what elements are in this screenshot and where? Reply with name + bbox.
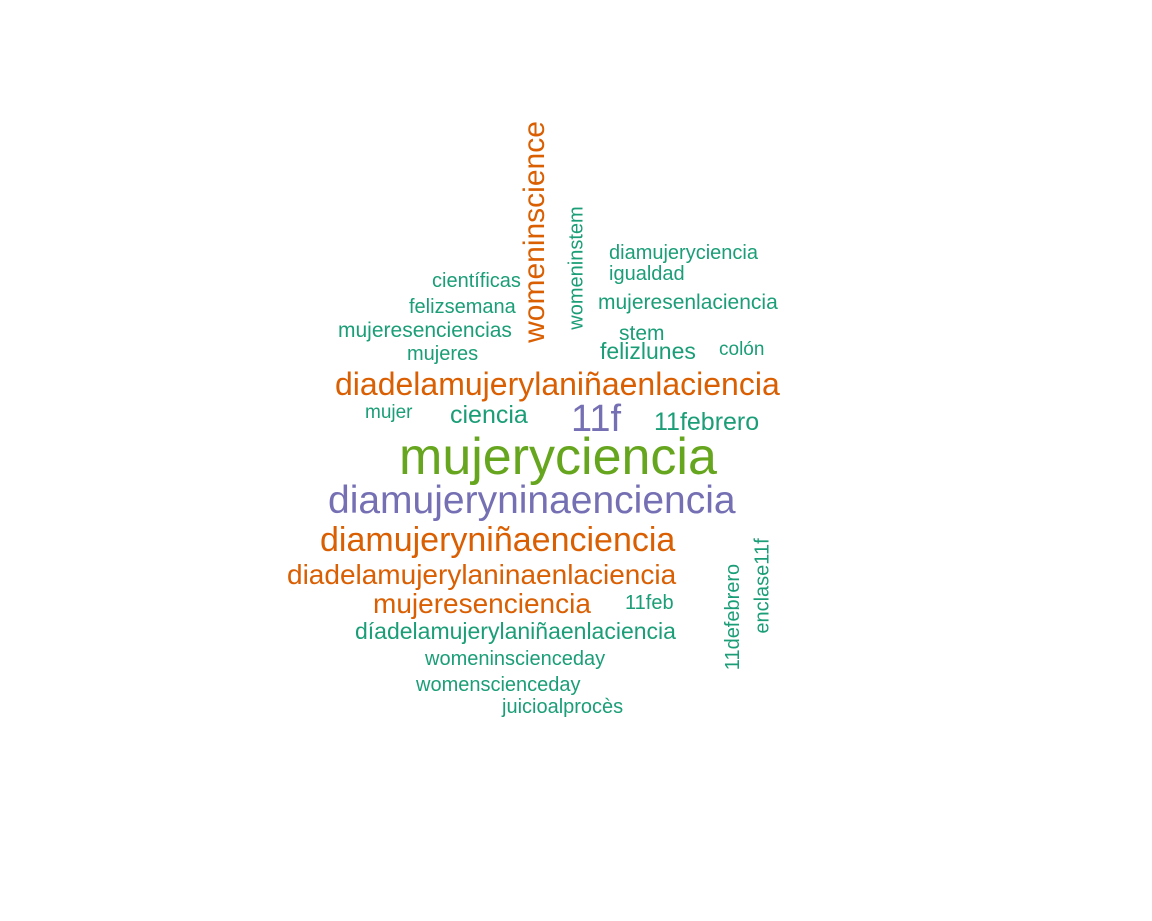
word-womenscienceday: womenscienceday: [416, 674, 581, 696]
word-diamujeryninaenciencia-tilde: diamujeryniñaenciencia: [320, 521, 676, 559]
word-womeninscience: womeninscience: [517, 121, 551, 343]
word-mujeresenlaciencia: mujeresenlaciencia: [598, 291, 778, 314]
word-womeninstem: womeninstem: [565, 206, 588, 330]
word-colon: colón: [719, 339, 765, 360]
word-womeninscienceday: womeninscienceday: [425, 648, 606, 670]
word-igualdad: igualdad: [609, 263, 685, 285]
word-11f: 11f: [571, 398, 622, 440]
word-mujeryciencia: mujeryciencia: [399, 428, 717, 486]
word-mujer: mujer: [365, 402, 413, 423]
word-mujeres: mujeres: [407, 343, 479, 365]
word-stem: stem: [619, 322, 665, 345]
word-diadelamujerylaninaenlaciencia-tilde: diadelamujerylaniñaenlaciencia: [335, 366, 780, 402]
word-juicioalproces: juicioalprocès: [502, 696, 624, 718]
word-11defebrero: 11defebrero: [722, 563, 745, 671]
word-mujeresenciencias: mujeresenciencias: [338, 319, 512, 342]
word-diamujeryciencia: diamujeryciencia: [609, 242, 758, 264]
word-ciencia: ciencia: [450, 401, 528, 429]
word-felizlunes: felizlunes: [600, 338, 696, 364]
word-11feb: 11feb: [625, 592, 674, 614]
word-diamujeryninaenciencia: diamujeryninaenciencia: [328, 479, 736, 522]
word-mujeresenciencia: mujeresenciencia: [373, 588, 591, 619]
word-felizsemana: felizsemana: [409, 296, 516, 318]
word-11febrero: 11febrero: [654, 408, 760, 436]
word-diadelamujerylaninaenlaciencia: diadelamujerylaninaenlaciencia: [287, 559, 677, 590]
word-diadelamujerylaninaenlaciencia-accent: díadelamujerylaniñaenlaciencia: [355, 618, 676, 644]
word-enclase11f: enclase11f: [751, 538, 774, 634]
word-cientificas: científicas: [432, 270, 521, 292]
